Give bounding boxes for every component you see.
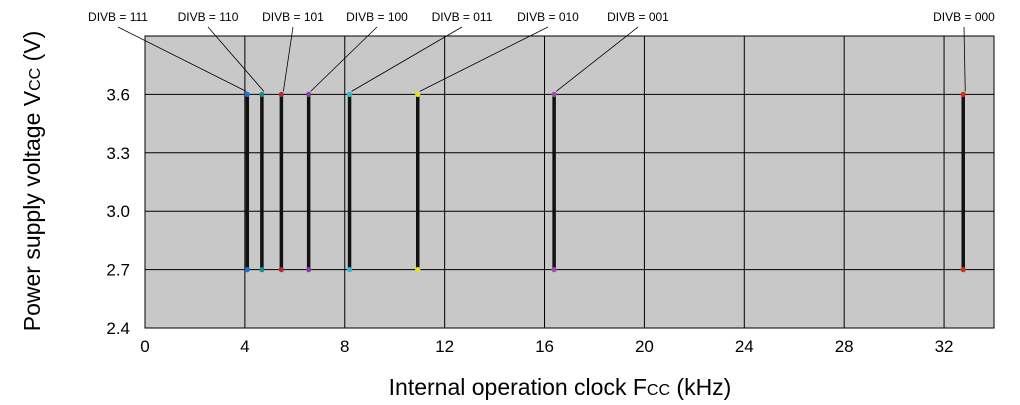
annotation-leaders (117, 26, 966, 92)
x-axis-title-subscript: CC (647, 382, 670, 399)
y-tick-label: 2.7 (106, 261, 130, 280)
series-point-high (278, 91, 284, 97)
y-tick-label: 3.6 (106, 85, 130, 104)
annotation-label: DIVB = 011 (432, 10, 493, 24)
series-lines (244, 91, 966, 273)
x-tick-label: 12 (435, 337, 454, 356)
annotation-label: DIVB = 101 (262, 10, 324, 24)
series-point-low (259, 267, 265, 273)
series-point-low (415, 267, 421, 273)
series-point-low (960, 267, 966, 273)
x-tick-label: 20 (635, 337, 654, 356)
annotation-leader (207, 26, 265, 92)
x-tick-labels: 0 4 8 12 16 20 24 28 32 (140, 337, 953, 356)
plot-frame (144, 35, 995, 329)
grid (145, 36, 994, 328)
series-point-high (259, 91, 265, 97)
series-point-low (346, 267, 353, 273)
series-point-high (306, 91, 312, 97)
annotation-leader (282, 26, 294, 92)
x-tick-label: 4 (240, 337, 249, 356)
series-point-high (346, 91, 353, 97)
annotation-leader (117, 26, 247, 92)
y-tick-labels: 2.4 2.7 3.0 3.3 3.6 (106, 85, 130, 338)
series-point-low (244, 267, 250, 273)
y-axis-title: Power supply voltage VCC (V) (19, 31, 45, 332)
annotation-labels: DIVB = 111 DIVB = 110 DIVB = 101 DIVB = 100… (88, 10, 995, 24)
annotation-label: DIVB = 000 (933, 10, 995, 24)
y-tick-label: 2.4 (106, 319, 130, 338)
plot-background (145, 36, 994, 328)
y-tick-label: 3.0 (106, 202, 130, 221)
annotation-label: DIVB = 100 (346, 10, 408, 24)
x-tick-label: 32 (935, 337, 954, 356)
annotation-label: DIVB = 010 (517, 10, 579, 24)
y-axis-title-subscript: CC (27, 68, 44, 91)
series-point-low (551, 267, 557, 273)
x-tick-label: 16 (535, 337, 554, 356)
x-tick-label: 28 (835, 337, 854, 356)
annotation-label: DIVB = 111 (88, 10, 148, 24)
series-point-high (244, 91, 250, 97)
annotation-leader (963, 26, 966, 92)
annotation-label: DIVB = 110 (178, 10, 239, 24)
annotation-leader (310, 26, 378, 92)
annotation-leader (419, 26, 549, 92)
annotation-leader (555, 26, 639, 92)
annotation-leader (351, 26, 463, 92)
y-tick-label: 3.3 (106, 144, 130, 163)
series-point-low (278, 267, 284, 273)
series-point-high (551, 91, 557, 97)
series-point-low (306, 267, 312, 273)
series-point-high (415, 91, 421, 97)
x-tick-label: 0 (140, 337, 149, 356)
x-tick-label: 24 (735, 337, 754, 356)
annotation-label: DIVB = 001 (607, 10, 669, 24)
x-tick-label: 8 (340, 337, 349, 356)
x-axis-title: Internal operation clock FCC (kHz) (389, 374, 732, 400)
series-point-high (960, 91, 966, 97)
